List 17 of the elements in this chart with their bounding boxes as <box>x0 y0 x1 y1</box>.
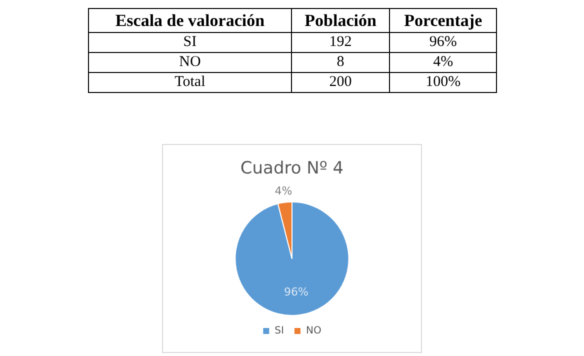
text: Escala de valoración <box>88 8 292 32</box>
text: 192 <box>291 32 390 52</box>
data-label: 4% <box>274 184 292 198</box>
text: 4% <box>390 52 496 72</box>
text: Población <box>291 8 390 32</box>
legend-label: SI <box>274 326 284 337</box>
text: 8 <box>291 52 390 72</box>
text: SI <box>88 32 292 52</box>
text: Total <box>88 72 292 92</box>
chart-title: Cuadro Nº 4 <box>240 158 344 179</box>
text: 96% <box>390 32 496 52</box>
text: 100% <box>390 72 496 92</box>
legend-label: NO <box>306 326 322 337</box>
data-label: 96% <box>284 285 308 298</box>
text: Porcentaje <box>390 8 496 32</box>
text: NO <box>88 52 292 72</box>
text: 200 <box>291 72 390 92</box>
